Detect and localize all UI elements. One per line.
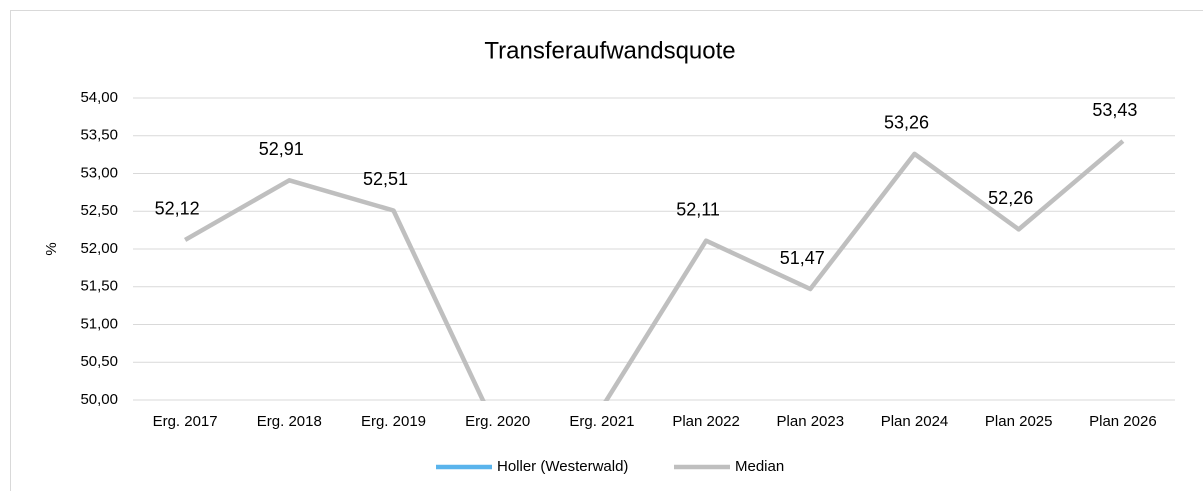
y-tick-label: 53,00	[80, 164, 118, 181]
data-label: 53,26	[884, 113, 929, 133]
data-label: 52,12	[155, 199, 200, 219]
x-tick-label: Erg. 2018	[257, 413, 322, 430]
data-label: 52,26	[988, 188, 1033, 208]
y-tick-label: 50,00	[80, 391, 118, 408]
y-tick-label: 51,00	[80, 315, 118, 332]
y-tick-label: 52,00	[80, 240, 118, 257]
y-tick-label: 52,50	[80, 202, 118, 219]
y-tick-label: 51,50	[80, 278, 118, 295]
legend-label: Median	[735, 458, 784, 475]
data-label: 51,47	[780, 248, 825, 268]
legend-label: Holler (Westerwald)	[497, 458, 628, 475]
data-label: 52,91	[259, 139, 304, 159]
x-tick-label: Erg. 2021	[569, 413, 634, 430]
x-tick-label: Plan 2023	[777, 413, 845, 430]
y-tick-label: 50,50	[80, 353, 118, 370]
x-tick-label: Plan 2024	[881, 413, 949, 430]
data-label: 53,43	[1092, 100, 1137, 120]
x-tick-label: Plan 2026	[1089, 413, 1157, 430]
y-tick-label: 53,50	[80, 127, 118, 144]
x-tick-label: Erg. 2020	[465, 413, 530, 430]
y-axis-label: %	[43, 242, 60, 255]
data-label: 52,11	[676, 199, 720, 219]
plot-area	[183, 139, 1125, 401]
data-label: 52,51	[363, 169, 408, 189]
chart-border	[10, 10, 1203, 491]
line-series	[183, 139, 1125, 401]
x-tick-label: Erg. 2019	[361, 413, 426, 430]
y-tick-label: 54,00	[80, 89, 118, 106]
chart-title: Transferaufwandsquote	[484, 37, 735, 64]
x-tick-label: Plan 2022	[672, 413, 740, 430]
x-tick-label: Erg. 2017	[153, 413, 218, 430]
x-tick-label: Plan 2025	[985, 413, 1053, 430]
